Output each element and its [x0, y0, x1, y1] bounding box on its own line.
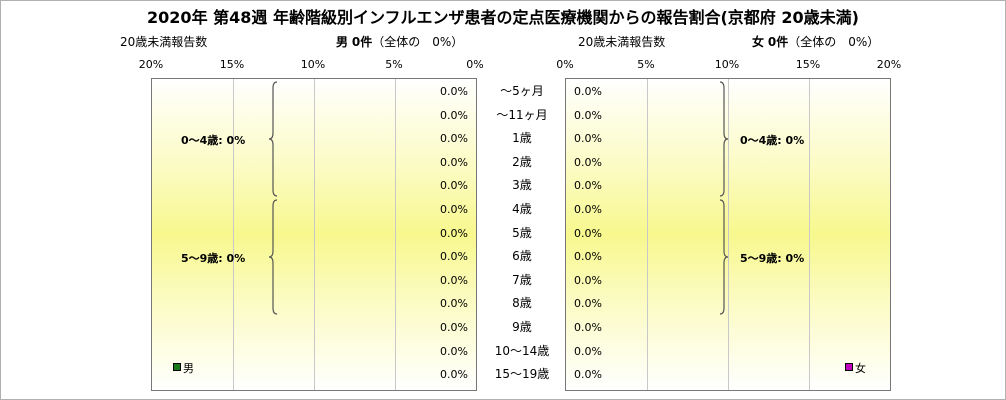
- right-sex: 女: [752, 35, 765, 49]
- male-value-label: 0.0%: [440, 85, 468, 98]
- age-label: 9歳: [512, 320, 532, 334]
- age-label: 4歳: [512, 202, 532, 216]
- age-label: 10〜14歳: [494, 343, 550, 358]
- right-gridline: [809, 79, 810, 390]
- female-value-label: 0.0%: [574, 368, 602, 382]
- male-value-label: 0.0%: [440, 179, 468, 193]
- male-value-label: 0.0%: [440, 155, 468, 169]
- left-tick-label: 20%: [138, 58, 164, 71]
- male-legend-label: 男: [183, 362, 194, 375]
- female-value-label: 0.0%: [574, 108, 602, 122]
- left-group-label: 5〜9歳: 0%: [181, 252, 246, 266]
- left-gridline: [395, 79, 396, 390]
- left-gridline: [314, 79, 315, 390]
- male-value-label: 0.0%: [440, 368, 468, 382]
- female-legend-swatch: [845, 363, 853, 371]
- right-group-brace: [719, 81, 729, 197]
- age-label: 6歳: [512, 249, 532, 264]
- age-label: 〜5ヶ月: [500, 84, 544, 98]
- male-legend-swatch: [173, 363, 181, 371]
- right-gridline: [647, 79, 648, 390]
- female-value-label: 0.0%: [574, 321, 602, 334]
- female-value-label: 0.0%: [574, 85, 602, 98]
- female-value-label: 0.0%: [574, 155, 602, 169]
- left-group-label: 0〜4歳: 0%: [181, 134, 246, 148]
- left-count: 0件: [351, 35, 373, 49]
- male-value-label: 0.0%: [440, 203, 468, 216]
- right-tick-label: 15%: [795, 58, 821, 71]
- left-report-label: 20歳未満報告数: [120, 35, 208, 49]
- age-label: 2歳: [512, 154, 532, 169]
- female-value-label: 0.0%: [574, 226, 602, 240]
- male-value-label: 0.0%: [440, 108, 468, 122]
- left-legend: 男: [173, 360, 194, 376]
- right-tick-label: 10%: [714, 58, 740, 71]
- female-value-label: 0.0%: [574, 273, 602, 287]
- female-value-label: 0.0%: [574, 250, 602, 264]
- female-legend-label: 女: [855, 362, 866, 375]
- right-share: （全体の 0%）: [788, 35, 880, 49]
- age-label: 15〜19歳: [494, 367, 550, 382]
- male-value-label: 0.0%: [440, 321, 468, 334]
- left-group-brace: [268, 199, 278, 315]
- left-tick-label: 5%: [385, 58, 403, 71]
- right-legend: 女: [845, 360, 866, 376]
- age-label: 〜11ヶ月: [496, 107, 548, 122]
- female-value-label: 0.0%: [574, 203, 602, 216]
- male-value-label: 0.0%: [440, 297, 468, 311]
- chart-title: 2020年 第48週 年齢階級別インフルエンザ患者の定点医療機関からの報告割合(…: [147, 8, 859, 27]
- right-summary: 女 0件（全体の 0%）: [752, 33, 879, 50]
- right-plot-area: [565, 78, 891, 391]
- male-value-label: 0.0%: [440, 344, 468, 358]
- female-value-label: 0.0%: [574, 344, 602, 358]
- right-tick-label: 5%: [637, 58, 655, 71]
- right-report-label: 20歳未満報告数: [578, 35, 666, 49]
- right-gridline: [728, 79, 729, 390]
- female-value-label: 0.0%: [574, 179, 602, 193]
- left-share: （全体の 0%）: [372, 35, 464, 49]
- right-group-brace: [719, 199, 729, 315]
- female-value-label: 0.0%: [574, 132, 602, 146]
- left-sex: 男: [336, 35, 349, 49]
- right-tick-label: 20%: [876, 58, 902, 71]
- left-gridline: [233, 79, 234, 390]
- left-tick-label: 10%: [300, 58, 326, 71]
- right-count: 0件: [767, 35, 789, 49]
- right-group-label: 0〜4歳: 0%: [740, 134, 805, 148]
- left-plot-area: [151, 78, 477, 391]
- female-value-label: 0.0%: [574, 297, 602, 311]
- age-label: 3歳: [512, 178, 532, 193]
- male-value-label: 0.0%: [440, 132, 468, 146]
- left-group-brace: [268, 81, 278, 197]
- right-group-label: 5〜9歳: 0%: [740, 252, 805, 266]
- male-value-label: 0.0%: [440, 273, 468, 287]
- left-tick-label: 15%: [219, 58, 245, 71]
- age-label: 5歳: [512, 225, 532, 240]
- age-label: 8歳: [512, 296, 532, 311]
- male-value-label: 0.0%: [440, 250, 468, 264]
- left-tick-label: 0%: [466, 58, 484, 71]
- left-summary: 男 0件（全体の 0%）: [336, 33, 463, 50]
- male-value-label: 0.0%: [440, 226, 468, 240]
- age-label: 1歳: [512, 131, 532, 146]
- right-tick-label: 0%: [556, 58, 574, 71]
- age-label: 7歳: [512, 272, 532, 287]
